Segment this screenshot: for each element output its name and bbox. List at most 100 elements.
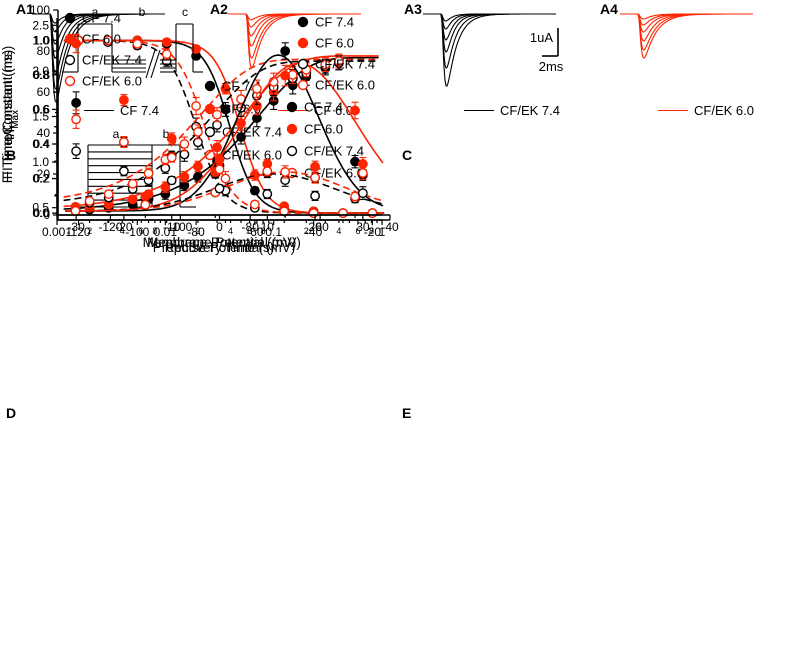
data-point: [71, 97, 82, 108]
legend: CF 7.4 CF 6.0 CF/EK 7.4 CF/EK 6.0: [297, 15, 375, 93]
svg-text:4: 4: [120, 226, 125, 236]
data-point: [280, 46, 291, 56]
svg-text:-20: -20: [364, 225, 382, 239]
data-point: [320, 59, 331, 70]
inset-label-c: c: [182, 5, 188, 19]
legend-label: CF/EK 7.4: [315, 57, 375, 72]
x-axis-label: Prepulse Potential (mV): [153, 240, 296, 255]
series-CF-EK-7.4: [71, 143, 368, 201]
legend-marker: [204, 149, 216, 161]
svg-text:1.0: 1.0: [32, 155, 49, 169]
svg-text:-30: -30: [67, 220, 85, 234]
scale-bar-current-label: 1uA: [530, 30, 553, 45]
panel-label-E: E: [402, 405, 412, 421]
svg-text:60: 60: [37, 85, 51, 99]
axis-labels: Membrane Potential (mV) FI Time Constant …: [0, 46, 301, 250]
data-point: [166, 175, 177, 186]
svg-text:-100: -100: [125, 225, 149, 239]
legend-marker: [297, 58, 309, 70]
inset-label-a: a: [113, 127, 120, 141]
legend-label: CF/EK 6.0: [315, 78, 375, 93]
svg-text:-120: -120: [98, 220, 122, 234]
legend-marker: [297, 16, 309, 28]
data-point: [140, 199, 151, 210]
panel-label-D: D: [6, 405, 17, 421]
inset-label-b: b: [139, 5, 146, 19]
legend-label: CF 7.4: [315, 15, 354, 30]
tick-labels: 0.00.20.40.60.81.00.001 0.01 0.1 12 4 6 8 2 4 6 8 2…: [32, 33, 385, 239]
legend-marker: [204, 80, 216, 92]
trace-family-A2: [228, 13, 361, 69]
legend-line-black: [84, 110, 114, 111]
svg-text:8: 8: [261, 226, 266, 236]
legend-label: CF 7.4: [82, 11, 121, 26]
svg-text:0.2: 0.2: [32, 172, 49, 186]
data-point: [161, 37, 172, 47]
data-point: [357, 168, 368, 178]
panel-label-A3: A3: [404, 1, 422, 17]
trace-family-A4: [620, 13, 753, 59]
data-point: [350, 191, 360, 202]
inset-label-b: b: [163, 127, 170, 141]
data-point: [310, 190, 320, 201]
svg-text:-80: -80: [242, 220, 260, 234]
legend-label: CF 6.0: [82, 32, 121, 47]
svg-text:1: 1: [379, 225, 386, 239]
svg-text:2: 2: [87, 226, 92, 236]
data-point: [179, 139, 190, 149]
fit-curve: [65, 62, 384, 212]
data-point: [191, 44, 201, 54]
tick-labels: 0.00.20.40.60.81.0-120 -100 -80 -60 -40 -20: [33, 33, 381, 239]
axis-labels: Recovery Time (s) I/IMax: [2, 110, 274, 255]
svg-text:0: 0: [216, 220, 223, 234]
data-point: [166, 152, 177, 163]
svg-text:10: 10: [261, 220, 275, 234]
data-point: [119, 166, 129, 177]
trace-legend-cfek60: CF/EK 6.0: [658, 103, 754, 118]
data-point: [214, 183, 225, 194]
panel-label-A1: A1: [16, 1, 34, 17]
data-point: [350, 105, 360, 116]
data-point: [357, 188, 368, 199]
svg-text:20: 20: [308, 220, 322, 234]
svg-text:-120: -120: [67, 225, 91, 239]
series-CF-6.0: [71, 33, 368, 173]
data-point: [262, 166, 273, 177]
data-point: [71, 146, 82, 157]
fit-curve: [63, 55, 379, 208]
svg-text:1.0: 1.0: [33, 33, 50, 47]
legend-marker: [286, 145, 298, 157]
svg-text:6: 6: [247, 226, 252, 236]
legend-label: CF 7.4: [304, 100, 343, 115]
data-point: [333, 56, 344, 66]
data-point: [193, 127, 203, 137]
svg-text:-80: -80: [187, 225, 205, 239]
inset-label-a: a: [92, 5, 99, 19]
x-axis-label: Membrane Potential (mV): [143, 235, 297, 250]
panel-label-A2: A2: [210, 1, 228, 17]
x-axis-label: Membrane Potential (mV): [147, 235, 301, 250]
y-axis-label: FI Time Constant (ms): [0, 46, 15, 180]
data-point: [249, 185, 260, 196]
data-point: [160, 182, 171, 193]
svg-text:-100: -100: [168, 220, 192, 234]
data-point: [84, 196, 95, 206]
svg-text:4: 4: [336, 226, 341, 236]
panel-label-C: C: [402, 147, 413, 163]
svg-text:-60: -60: [246, 225, 264, 239]
panel-label-B: B: [6, 147, 17, 163]
svg-text:4: 4: [228, 226, 233, 236]
svg-text:1.5: 1.5: [32, 110, 49, 124]
data-point: [103, 189, 114, 199]
data-point: [220, 104, 231, 115]
current-traces-panel: 1uA 2ms: [32, 13, 753, 104]
svg-text:0.6: 0.6: [32, 102, 49, 116]
series-CF-EK-6.0: [70, 165, 360, 216]
legend-marker: [64, 54, 76, 66]
data-point: [310, 161, 320, 172]
data-point: [310, 172, 320, 183]
data-point: [214, 164, 225, 175]
svg-text:40: 40: [37, 126, 51, 140]
data-point: [71, 38, 82, 49]
svg-text:0.6: 0.6: [33, 102, 50, 116]
